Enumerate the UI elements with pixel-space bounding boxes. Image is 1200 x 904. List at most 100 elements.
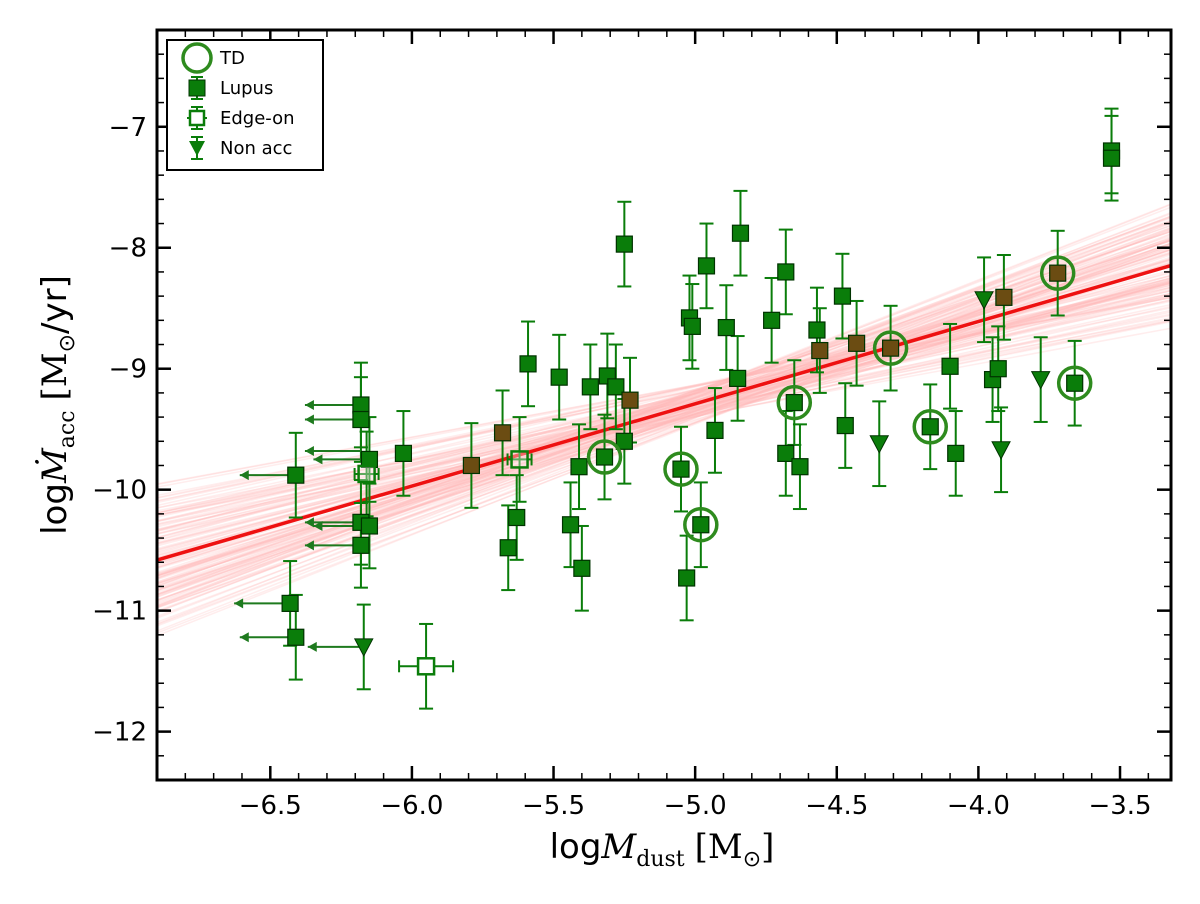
fit-sample-line [157,314,1171,516]
fit-sample-line [157,261,1171,601]
td-ring [1056,365,1093,401]
fit-sample-line [157,296,1171,485]
fit-sample-line [157,293,1171,544]
fit-sample-line [157,280,1171,522]
x-tick-label: −6.5 [239,791,302,821]
fit-sample-line [157,258,1171,541]
legend: TD Lupus Edge-on Non acc [166,39,324,171]
td-ring [663,451,699,487]
fit-sample-line [157,216,1171,596]
upper-limit-point [287,628,305,646]
upper-limit-arrowhead [304,540,314,551]
x-tick-label: −5.5 [522,791,585,821]
fit-sample-line [157,286,1171,564]
fit-sample-line [157,203,1171,607]
lupus-point [777,263,795,281]
non-acc-point [353,638,374,658]
fit-sample-line [157,257,1171,608]
td-ring [912,409,948,445]
x-tick-label: −3.5 [1088,791,1151,821]
marker-layer [281,142,1121,676]
fit-sample-line [157,212,1171,599]
lupus-point [989,360,1007,378]
td-point [1049,264,1067,282]
lupus-point [729,369,747,387]
upper-limit-arrowhead [304,400,314,410]
fit-sample-line [157,263,1171,532]
y-tick-label: −9 [109,355,147,385]
lupus-point [836,416,854,435]
td-point [595,448,614,466]
legend-label: Edge-on [220,108,295,129]
upper-limit-arrowhead [239,470,249,481]
lupus-point [683,317,701,335]
fit-sample-line [157,300,1171,514]
fit-sample-line [157,222,1171,614]
x-axis-label-symbol: M [600,827,637,867]
fit-sample-line [157,252,1171,583]
fit-sample-line [157,242,1171,627]
lupus-point [615,235,633,253]
fit-sample-line [157,307,1171,512]
non-acc-point [974,291,994,310]
lupus-point [493,424,512,442]
lupus-point [848,334,866,352]
fit-sample-line [157,281,1171,566]
y-tick-label: −7 [109,113,147,143]
fit-sample-line [157,296,1171,486]
fit-sample-line [157,206,1171,602]
lupus-point [573,559,591,577]
y-axis-label: logṀacc [M⊙/yr] [35,275,80,535]
legend-label: Lupus [220,78,273,99]
lupus-point [833,287,852,305]
fit-sample-line [157,316,1171,523]
y-axis-label-subscript: acc [55,410,80,448]
fit-sample-line [157,282,1171,562]
lupus-point [777,444,795,462]
lupus-point [508,508,526,527]
legend-label: Non acc [220,138,292,159]
legend-lupus-marker [188,79,206,97]
fit-sample-line [157,294,1171,545]
fit-sample-line [157,320,1171,526]
lupus-point [763,311,781,329]
lupus-point [352,536,370,554]
td-ring [683,507,719,543]
lupus-point [615,432,633,450]
lupus-point [352,396,370,414]
upper-limit-arrowhead [239,632,249,643]
y-axis-label-unit: [M [35,352,75,400]
y-axis-label-log: log [35,483,75,535]
fit-sample-line [157,284,1171,502]
lupus-point [499,539,517,557]
lupus-point [697,257,716,275]
fit-sample-line [157,263,1171,585]
lupus-point [706,421,724,440]
legend-item-non-acc: Non acc [189,136,292,160]
fit-sample-line [157,224,1171,580]
x-tick-label: −6.0 [380,791,443,821]
fit-sample-line [157,230,1171,576]
fit-sample-line [157,294,1171,499]
fit-sample-line [157,282,1171,535]
legend-non-acc-marker [189,141,205,156]
lupus-point [519,355,537,373]
lupus-point [581,378,599,396]
fit-sample-line [157,288,1171,522]
lupus-point [394,444,413,462]
td-ring [1039,255,1076,291]
lupus-point [360,517,379,535]
lupus-point [462,456,480,475]
fit-sample-line [157,299,1171,514]
legend-item-lupus: Lupus [188,76,273,100]
y-tick-label: −10 [92,476,147,506]
lupus-point [360,450,379,469]
x-axis-label-unit-subscript: ⊙ [743,847,761,872]
fit-sample-line [157,282,1171,551]
upper-limit-arrowhead [307,641,317,652]
fit-sample-line [157,311,1171,533]
fit-sample-line [157,263,1171,592]
upper-limit-arrowhead [313,520,323,531]
